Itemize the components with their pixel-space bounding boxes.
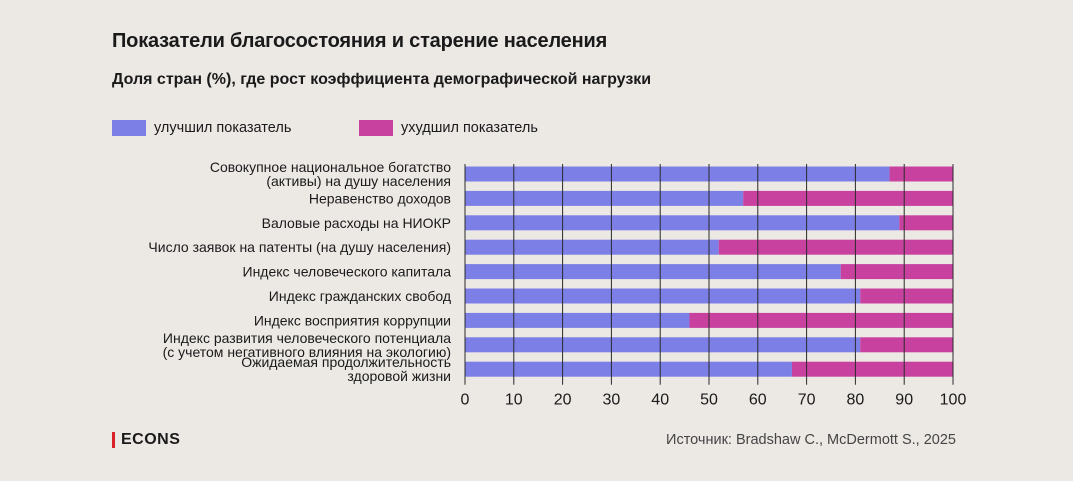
category-label-line: Совокупное национальное богатство	[210, 159, 451, 175]
bar-improved	[465, 312, 690, 328]
chart-title: Показатели благосостояния и старение нас…	[112, 30, 608, 52]
bar-improved	[465, 264, 841, 280]
bar-improved	[465, 361, 792, 377]
bar-improved	[465, 337, 861, 353]
legend-item-worsened: ухудшил показатель	[359, 120, 538, 136]
category-label: Совокупное национальное богатство (активы…	[210, 159, 451, 189]
x-tick-label: 0	[461, 392, 470, 409]
category-label: Индекс гражданских свобод	[269, 288, 451, 304]
bar-worsened	[743, 190, 953, 206]
bar-worsened	[689, 312, 953, 328]
bar-worsened	[718, 239, 953, 255]
logo-text: ECONS	[121, 431, 181, 448]
category-label: Неравенство доходов	[309, 190, 451, 206]
bar-improved	[465, 190, 744, 206]
category-label: Индекс человеческого капитала	[243, 264, 452, 280]
x-tick-label: 70	[798, 392, 816, 409]
x-tick-label: 50	[700, 392, 718, 409]
category-label-line: Индекс развития человеческого потенциала	[163, 330, 451, 346]
bar-worsened	[860, 288, 953, 304]
category-label-line: Ожидаемая продолжительность	[241, 354, 451, 370]
bar-worsened	[889, 166, 953, 182]
category-label-line: (активы) на душу населения	[266, 173, 451, 189]
x-tick-label: 90	[895, 392, 913, 409]
bar-improved	[465, 166, 890, 182]
x-tick-label: 100	[940, 392, 967, 409]
category-label: Число заявок на патенты (на душу населен…	[148, 239, 451, 255]
x-tick-label: 80	[847, 392, 865, 409]
legend-swatch-improved	[112, 120, 146, 136]
bar-worsened	[899, 215, 953, 231]
source-note: Источник: Bradshaw C., McDermott S., 202…	[666, 432, 956, 448]
category-label: Валовые расходы на НИОКР	[262, 215, 451, 231]
x-tick-label: 60	[749, 392, 767, 409]
legend-label-worsened: ухудшил показатель	[401, 120, 538, 136]
category-label-line: (с учетом негативного влияния на экологи…	[163, 344, 451, 360]
bar-worsened	[860, 337, 953, 353]
category-label: Индекс развития человеческого потенциала…	[163, 330, 452, 360]
category-label: Индекс восприятия коррупции	[254, 312, 451, 328]
legend-swatch-worsened	[359, 120, 393, 136]
category-label: Ожидаемая продолжительность здоровой жизн…	[241, 354, 451, 384]
x-tick-label: 30	[603, 392, 621, 409]
x-tick-label: 40	[651, 392, 669, 409]
chart-subtitle: Доля стран (%), где рост коэффициента де…	[112, 71, 652, 88]
econs-logo: ECONS	[112, 431, 180, 449]
bar-improved	[465, 288, 861, 304]
category-label-line: здоровой жизни	[347, 368, 451, 384]
legend-item-improved: улучшил показатель	[112, 120, 291, 136]
x-tick-label: 10	[505, 392, 523, 409]
bar-worsened	[791, 361, 953, 377]
bar-improved	[465, 215, 900, 231]
bar-improved	[465, 239, 719, 255]
x-tick-label: 20	[554, 392, 572, 409]
bar-worsened	[840, 264, 953, 280]
logo-accent-bar	[112, 432, 115, 448]
legend-label-improved: улучшил показатель	[154, 120, 292, 136]
